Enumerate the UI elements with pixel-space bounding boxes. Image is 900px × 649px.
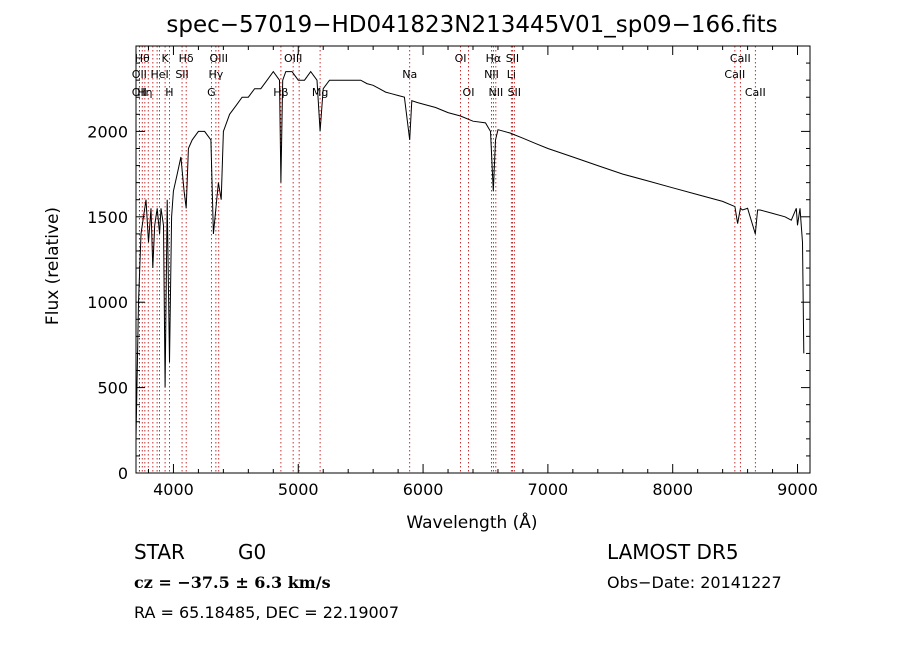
line-marker-label: Hη xyxy=(137,86,152,99)
line-marker-label: SII xyxy=(506,52,519,65)
line-marker-label: H xyxy=(165,86,173,99)
y-axis-ticks: 0 500 1000 1500 2000 xyxy=(87,62,810,483)
x-tick-label: 9000 xyxy=(777,480,818,499)
y-axis-label: Flux (relative) xyxy=(43,207,63,325)
object-class: STAR xyxy=(134,540,185,564)
plot-frame xyxy=(135,45,811,474)
x-tick-label: 5000 xyxy=(278,480,319,499)
x-tick-label: 8000 xyxy=(652,480,693,499)
line-marker-label: OII xyxy=(132,68,147,81)
line-marker-label: OIII xyxy=(210,52,228,65)
line-marker-label: Li xyxy=(507,68,516,81)
line-marker-label: HeI xyxy=(150,68,168,81)
line-marker-label: SII xyxy=(175,68,188,81)
line-marker-label: K xyxy=(161,52,169,65)
line-marker-label: Hθ xyxy=(135,52,150,65)
redshift-cz: cz = −37.5 ± 6.3 km/s xyxy=(134,573,331,592)
line-marker-label: NII xyxy=(484,68,499,81)
line-marker-label: OI xyxy=(455,52,467,65)
line-marker-label: G xyxy=(207,86,216,99)
line-marker-label: Na xyxy=(402,68,417,81)
line-marker-label: Hγ xyxy=(208,68,223,81)
x-axis-label: Wavelength (Å) xyxy=(406,511,537,533)
x-axis-ticks: 4000 5000 6000 7000 8000 9000 xyxy=(147,46,818,499)
x-tick-label: 7000 xyxy=(528,480,569,499)
line-marker-label: CaII xyxy=(724,68,745,81)
object-subclass: G0 xyxy=(238,540,267,564)
spectrum-line xyxy=(135,70,805,439)
line-marker-label: Hδ xyxy=(179,52,194,65)
line-marker-label: OIII xyxy=(284,52,302,65)
line-marker-label: Hα xyxy=(486,52,502,65)
line-marker-label: OI xyxy=(463,86,475,99)
y-tick-label: 2000 xyxy=(87,122,128,141)
line-marker-label: CaII xyxy=(745,86,766,99)
survey-name: LAMOST DR5 xyxy=(607,540,739,564)
line-marker-label: CaII xyxy=(730,52,751,65)
line-marker-label: NII xyxy=(488,86,503,99)
chart-title: spec−57019−HD041823N213445V01_sp09−166.f… xyxy=(166,12,777,38)
line-markers xyxy=(138,46,756,473)
observation-date: Obs−Date: 20141227 xyxy=(607,573,782,592)
y-tick-label: 1000 xyxy=(87,293,128,312)
y-tick-label: 500 xyxy=(97,379,128,398)
x-tick-label: 4000 xyxy=(153,480,194,499)
line-marker-label: Mg xyxy=(312,86,328,99)
line-marker-labels: HθOIIOIIHηHeIKHSIIHδGHγOIIIHβOIIIMgNaOIO… xyxy=(132,52,766,99)
y-tick-label: 1500 xyxy=(87,208,128,227)
x-tick-label: 6000 xyxy=(403,480,444,499)
y-tick-label: 0 xyxy=(118,464,128,483)
line-marker-label: Hβ xyxy=(273,86,288,99)
line-marker-label: SII xyxy=(508,86,521,99)
coordinates: RA = 65.18485, DEC = 22.19007 xyxy=(134,603,400,622)
